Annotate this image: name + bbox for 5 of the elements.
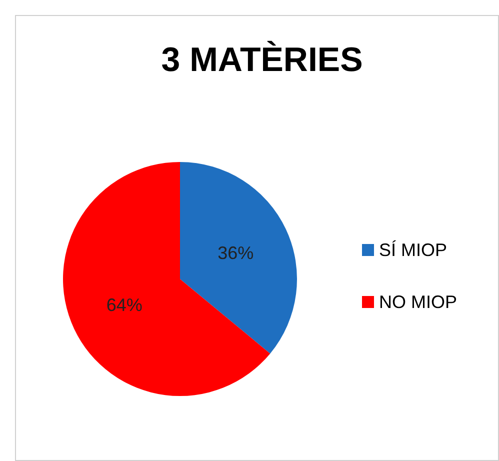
data-label: 36% (218, 242, 254, 263)
legend-label: SÍ MIOP (379, 240, 448, 260)
chart-title: 3 MATÈRIES (161, 40, 363, 79)
legend-label: NO MIOP (379, 292, 458, 312)
data-label: 64% (106, 295, 142, 316)
